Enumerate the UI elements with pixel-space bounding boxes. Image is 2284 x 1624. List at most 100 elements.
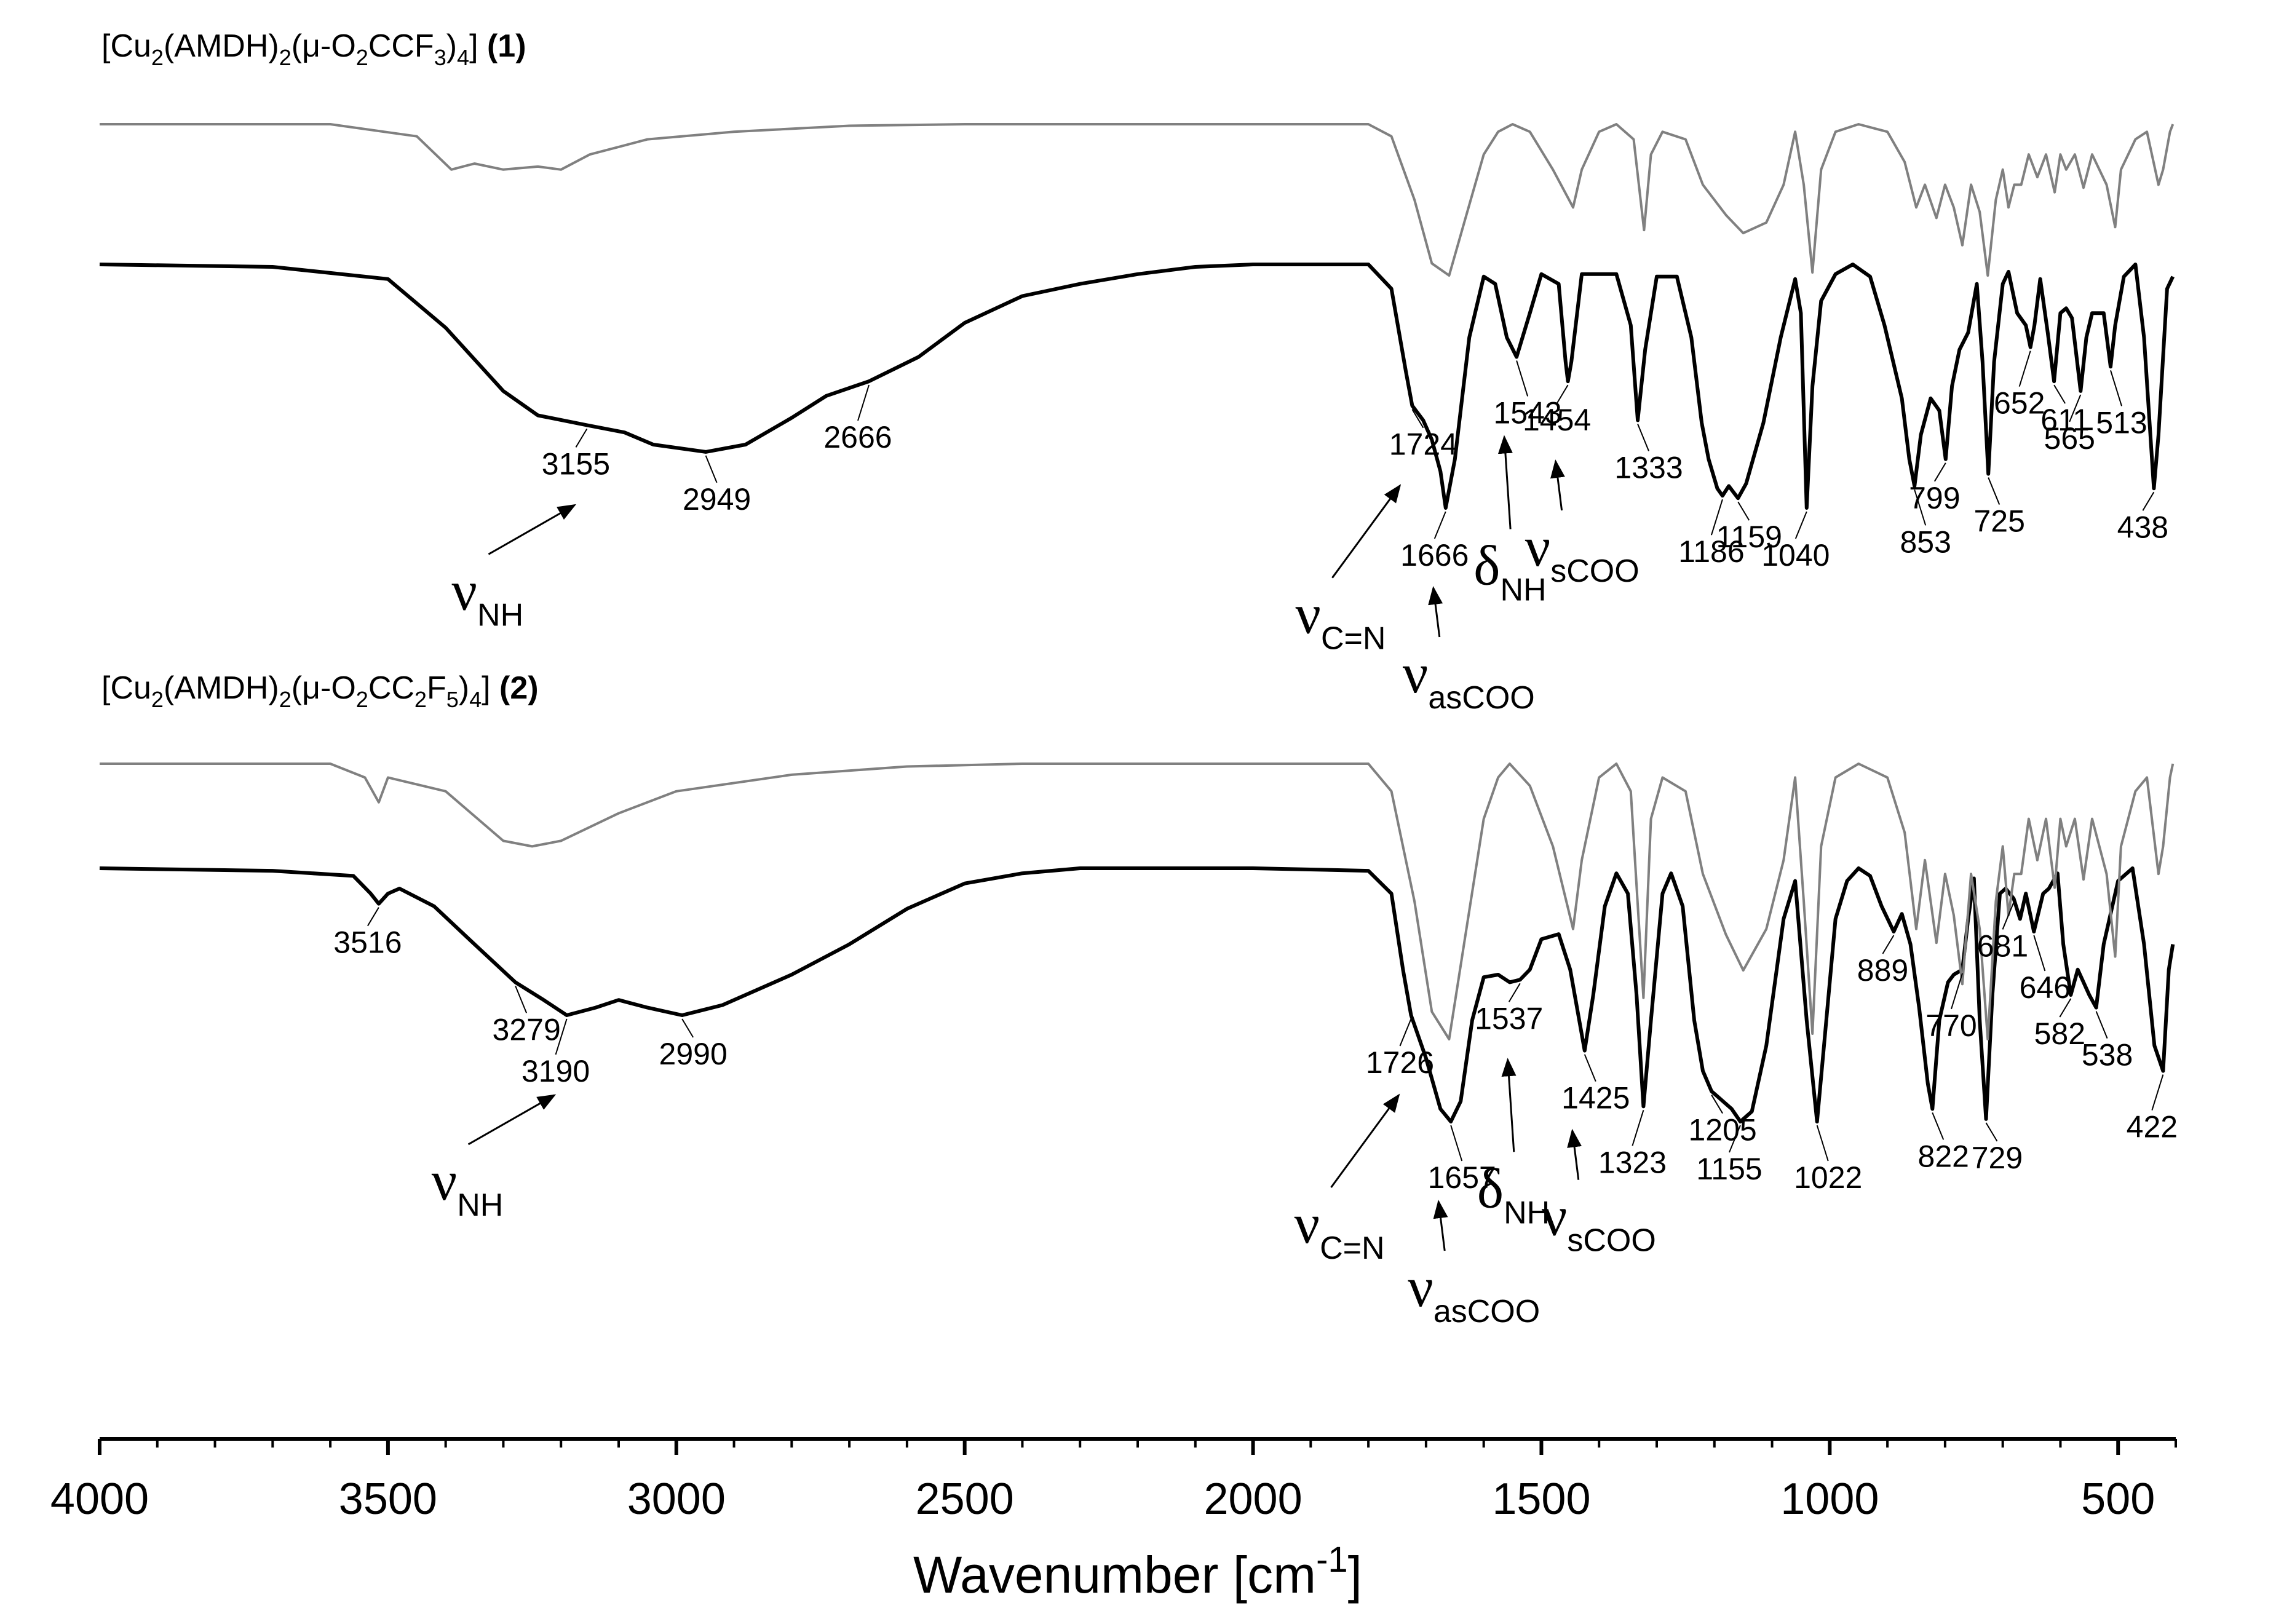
annotation-leader <box>1516 360 1529 397</box>
x-tick-label-2000: 2000 <box>1203 1475 1302 1524</box>
peak-label-611: 611 <box>2040 403 2090 437</box>
annotation-leader <box>1710 499 1723 536</box>
annotation-leader <box>2151 1074 2164 1111</box>
peak-label-513: 513 <box>2096 405 2147 440</box>
peak-label-582: 582 <box>2034 1016 2085 1051</box>
assignment-nh-2: δNH <box>1477 1157 1550 1230</box>
panel-1-title: [Cu2(AMDH)2(μ-O2CCF3)4] (1) <box>101 28 526 70</box>
assignment-scoo-1: νsCOO <box>1525 515 1640 589</box>
annotation-leader <box>2002 902 2015 930</box>
annotation-leader <box>515 986 528 1013</box>
annotation-leader <box>367 907 379 927</box>
peak-label-1159: 1159 <box>1716 520 1782 554</box>
peak-label-681: 681 <box>1977 929 2028 963</box>
x-tick-label-3000: 3000 <box>627 1475 726 1524</box>
annotation-leader <box>2069 394 2082 422</box>
annotation-leader <box>857 384 870 421</box>
x-tick-label-1500: 1500 <box>1492 1475 1590 1524</box>
spectra-curves <box>99 123 2175 1123</box>
x-tick-label-1000: 1000 <box>1780 1475 1879 1524</box>
peak-label-1724: 1724 <box>1389 427 1457 462</box>
annotation-leader <box>1556 384 1569 404</box>
annotation-leader <box>2018 351 2031 387</box>
annotation-leader <box>575 428 588 448</box>
peak-label-438: 438 <box>2117 510 2168 544</box>
peak-label-1537: 1537 <box>1475 1001 1543 1036</box>
annotation-leader <box>1951 973 1963 1010</box>
assignment-arrow <box>1428 586 1443 638</box>
annotation-leader <box>1737 501 1750 521</box>
annotation-leader <box>1729 1125 1741 1153</box>
annotation-leader <box>2053 384 2066 404</box>
peak-label-3190: 3190 <box>521 1054 590 1088</box>
annotation-leader <box>1584 1054 1596 1082</box>
panel-2-reference-curve <box>100 762 2175 1040</box>
assignment-cn-2: νC=N <box>1295 1192 1385 1266</box>
assignment-ascoo-1: νasCOO <box>1403 642 1535 716</box>
peak-label-1543: 1543 <box>1494 395 1562 430</box>
annotation-leader <box>705 455 718 483</box>
annotation-leader <box>1794 511 1807 539</box>
annotation-leader <box>1985 1122 1998 1142</box>
peak-label-1425: 1425 <box>1561 1081 1630 1115</box>
peak-label-646: 646 <box>2020 970 2071 1005</box>
peak-label-565: 565 <box>2044 421 2095 456</box>
peak-label-1186: 1186 <box>1678 534 1745 569</box>
assignment-arrow <box>1331 484 1402 579</box>
assignment-arrow <box>1550 459 1565 511</box>
peak-label-729: 729 <box>1972 1141 2023 1175</box>
annotation-leader <box>1508 983 1521 1002</box>
annotation-leader <box>1816 1125 1829 1162</box>
peak-label-652: 652 <box>1994 386 2045 421</box>
peak-label-1454: 1454 <box>1523 403 1591 437</box>
annotation-leader <box>2142 491 2155 511</box>
peak-label-1323: 1323 <box>1598 1145 1667 1179</box>
peak-label-799: 799 <box>1909 481 1960 515</box>
x-tick-label-3500: 3500 <box>339 1475 437 1524</box>
annotation-leader <box>1637 424 1649 451</box>
assignment-arrow <box>488 504 577 555</box>
assignment-nh-1: δNH <box>1473 534 1546 608</box>
peak-label-538: 538 <box>2082 1038 2133 1072</box>
assignment-arrow <box>467 1094 557 1146</box>
panel-2-title: [Cu2(AMDH)2(μ-O2CC2F5)4] (2) <box>101 670 539 712</box>
annotation-leader <box>1632 1109 1644 1146</box>
peak-label-3279: 3279 <box>493 1012 561 1047</box>
peak-label-1022: 1022 <box>1794 1160 1862 1195</box>
assignment-arrow <box>1501 1058 1517 1152</box>
peak-label-1726: 1726 <box>1366 1045 1434 1080</box>
assignment-arrow <box>1497 435 1513 529</box>
peak-label-889: 889 <box>1857 953 1908 988</box>
peak-label-3516: 3516 <box>333 925 402 960</box>
peak-label-2666: 2666 <box>823 420 892 454</box>
panel-1-reference-curve <box>100 123 2175 277</box>
peak-label-853: 853 <box>1900 525 1951 559</box>
annotation-leader <box>1933 462 1946 482</box>
annotation-leader <box>681 1018 694 1038</box>
annotation-leader <box>1988 477 2000 505</box>
x-tick-label-4000: 4000 <box>50 1475 149 1524</box>
assignment-scoo-2: νsCOO <box>1542 1185 1656 1259</box>
peak-label-770: 770 <box>1925 1008 1977 1043</box>
x-axis: 4000 3500 3000 2500 2000 1500 1000 500 <box>50 1437 2177 1524</box>
peak-label-1155: 1155 <box>1696 1152 1763 1186</box>
peak-label-1333: 1333 <box>1614 450 1683 485</box>
peak-label-725: 725 <box>1974 504 2025 539</box>
annotation-leader <box>1711 1095 1723 1114</box>
annotation-leader <box>1411 409 1424 429</box>
assignment-arrow <box>1567 1128 1582 1180</box>
peak-label-2990: 2990 <box>659 1037 728 1071</box>
annotation-leader <box>1932 1112 1945 1140</box>
peak-label-2949: 2949 <box>683 482 751 517</box>
x-tick-label-500: 500 <box>2081 1475 2155 1524</box>
peak-label-1657: 1657 <box>1428 1160 1496 1195</box>
peak-label-422: 422 <box>2127 1110 2178 1144</box>
assignment-nh-2: νNH <box>432 1149 504 1223</box>
panel-2-compound-curve <box>99 866 2175 1123</box>
annotation-leader <box>1914 489 1927 526</box>
assignment-arrow <box>1330 1093 1400 1188</box>
annotation-leader <box>555 1018 568 1055</box>
annotation-leader <box>2033 935 2046 972</box>
